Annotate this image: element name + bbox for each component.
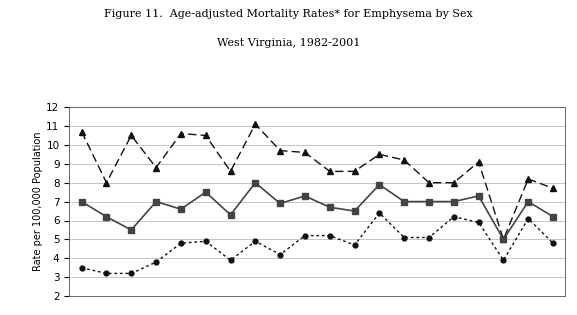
Text: West Virginia, 1982-2001: West Virginia, 1982-2001	[217, 38, 360, 48]
Y-axis label: Rate per 100,000 Population: Rate per 100,000 Population	[33, 132, 43, 271]
Text: Figure 11.  Age-adjusted Mortality Rates* for Emphysema by Sex: Figure 11. Age-adjusted Mortality Rates*…	[104, 9, 473, 20]
